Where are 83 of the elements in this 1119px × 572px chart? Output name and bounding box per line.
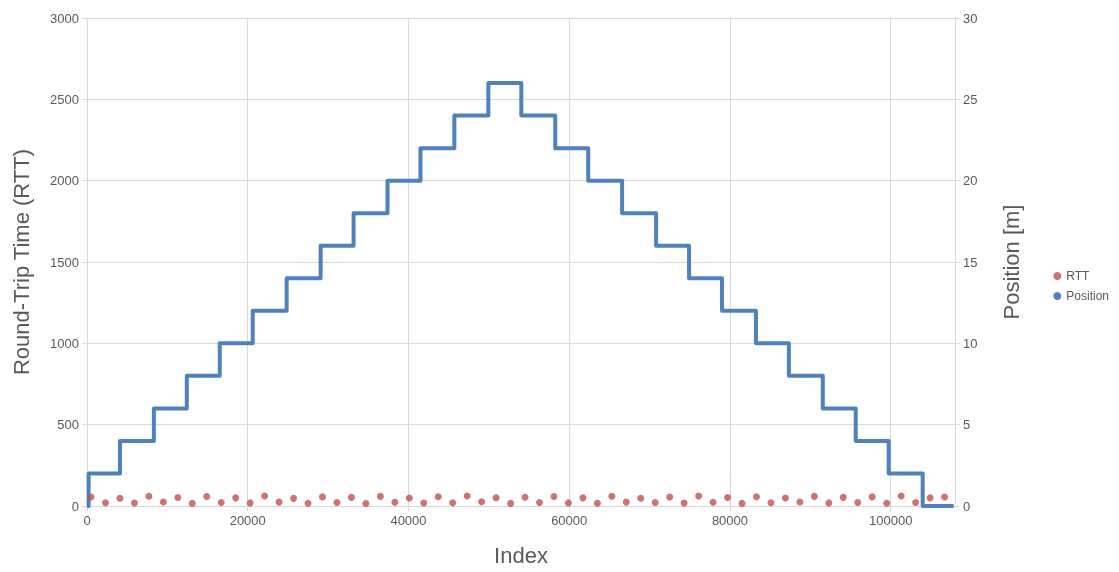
point (810, 492, 818, 500)
point (376, 492, 384, 500)
x-tick-label: 40000 (390, 513, 427, 528)
x-tick-label: 100000 (869, 513, 913, 528)
y-tick-label: 500 (57, 417, 79, 433)
y-axis-title: Round-Trip Time (RTT) (8, 148, 34, 376)
point (637, 494, 645, 502)
point (724, 494, 732, 502)
point (145, 492, 153, 500)
point (593, 499, 601, 507)
point (521, 493, 529, 501)
legend-label: Position (1066, 289, 1110, 303)
point (752, 493, 760, 501)
y2-tick-label: 10 (963, 335, 978, 351)
point (391, 498, 399, 506)
y-tick-label: 2000 (50, 173, 79, 189)
y2-tick-label: 5 (963, 417, 971, 433)
point (883, 499, 891, 507)
point (839, 493, 847, 501)
y2-tick-label: 20 (963, 173, 978, 189)
point (507, 499, 515, 507)
point (246, 499, 254, 507)
point (188, 499, 196, 507)
point (680, 499, 688, 507)
point (738, 499, 746, 507)
point (116, 494, 124, 502)
x-axis-title: Index (494, 542, 548, 568)
point (449, 499, 457, 507)
point (174, 494, 182, 502)
point (564, 499, 572, 507)
point (304, 499, 312, 507)
point (405, 494, 413, 502)
point (290, 494, 298, 502)
y-tick-label: 3000 (50, 10, 79, 26)
point (651, 499, 659, 507)
point (217, 498, 225, 506)
point (203, 493, 211, 501)
point (232, 494, 240, 502)
point (767, 499, 775, 507)
point (130, 499, 138, 507)
y2-tick-label: 0 (963, 498, 971, 514)
y-tick-label: 1000 (50, 335, 79, 351)
point (434, 493, 442, 501)
point (608, 492, 616, 500)
point (825, 499, 833, 507)
point (854, 498, 862, 506)
point (333, 499, 341, 507)
point (101, 499, 109, 507)
point (550, 493, 558, 501)
point (579, 494, 587, 502)
point (926, 494, 934, 502)
y2-axis-title: Position [m] (998, 204, 1024, 320)
y-tick-label: 2500 (50, 91, 79, 107)
point (318, 493, 326, 501)
point (781, 494, 789, 502)
point (941, 493, 949, 501)
point (492, 494, 500, 502)
y2-tick-label: 15 (963, 254, 978, 270)
point (362, 500, 370, 508)
point (897, 492, 905, 500)
x-tick-label: 0 (83, 513, 91, 528)
point (463, 492, 471, 500)
point (695, 492, 703, 500)
point (261, 492, 269, 500)
point (666, 493, 674, 501)
x-tick-label: 60000 (551, 513, 588, 528)
point (796, 498, 804, 506)
y2-tick-label: 30 (963, 10, 978, 26)
point (709, 498, 717, 506)
x-tick-label: 80000 (711, 513, 749, 528)
point (420, 499, 428, 507)
point (622, 498, 630, 506)
x-tick-label: 20000 (229, 513, 266, 528)
point (868, 493, 876, 501)
point (535, 498, 543, 506)
point (478, 498, 486, 506)
y-tick-label: 0 (71, 498, 79, 514)
point (159, 498, 167, 506)
y-tick-label: 1500 (50, 254, 79, 270)
y2-tick-label: 25 (963, 91, 978, 107)
point (347, 493, 355, 501)
point (912, 499, 920, 507)
legend-label: RTT (1066, 269, 1091, 283)
